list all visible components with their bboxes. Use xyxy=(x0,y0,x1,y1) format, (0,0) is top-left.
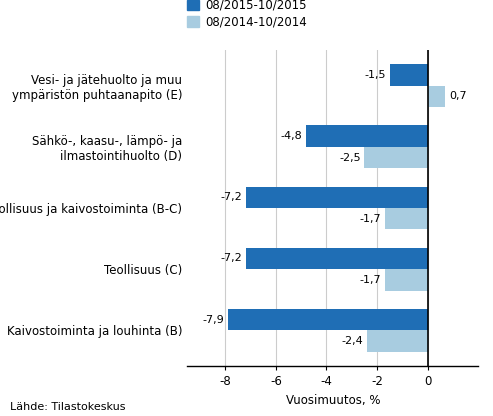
Bar xyxy=(427,86,445,107)
Bar xyxy=(385,208,427,229)
Text: -7,2: -7,2 xyxy=(220,192,242,202)
X-axis label: Vuosimuutos, %: Vuosimuutos, % xyxy=(285,394,380,407)
Bar xyxy=(389,64,427,86)
Legend: 08/2015-10/2015, 08/2014-10/2014: 08/2015-10/2015, 08/2014-10/2014 xyxy=(187,0,307,28)
Text: -7,2: -7,2 xyxy=(220,253,242,263)
Text: -2,4: -2,4 xyxy=(341,336,363,346)
Text: -4,8: -4,8 xyxy=(281,131,302,141)
Text: Lähde: Tilastokeskus: Lähde: Tilastokeskus xyxy=(10,402,125,412)
Text: -1,5: -1,5 xyxy=(364,70,386,80)
Bar xyxy=(364,147,427,168)
Text: -7,9: -7,9 xyxy=(202,314,224,324)
Text: -1,7: -1,7 xyxy=(359,275,381,285)
Bar xyxy=(367,330,427,352)
Bar xyxy=(385,269,427,290)
Text: 0,7: 0,7 xyxy=(449,92,467,102)
Bar xyxy=(246,248,427,269)
Bar xyxy=(228,309,427,330)
Text: -2,5: -2,5 xyxy=(339,153,360,163)
Bar xyxy=(306,126,427,147)
Bar xyxy=(246,187,427,208)
Text: -1,7: -1,7 xyxy=(359,214,381,224)
